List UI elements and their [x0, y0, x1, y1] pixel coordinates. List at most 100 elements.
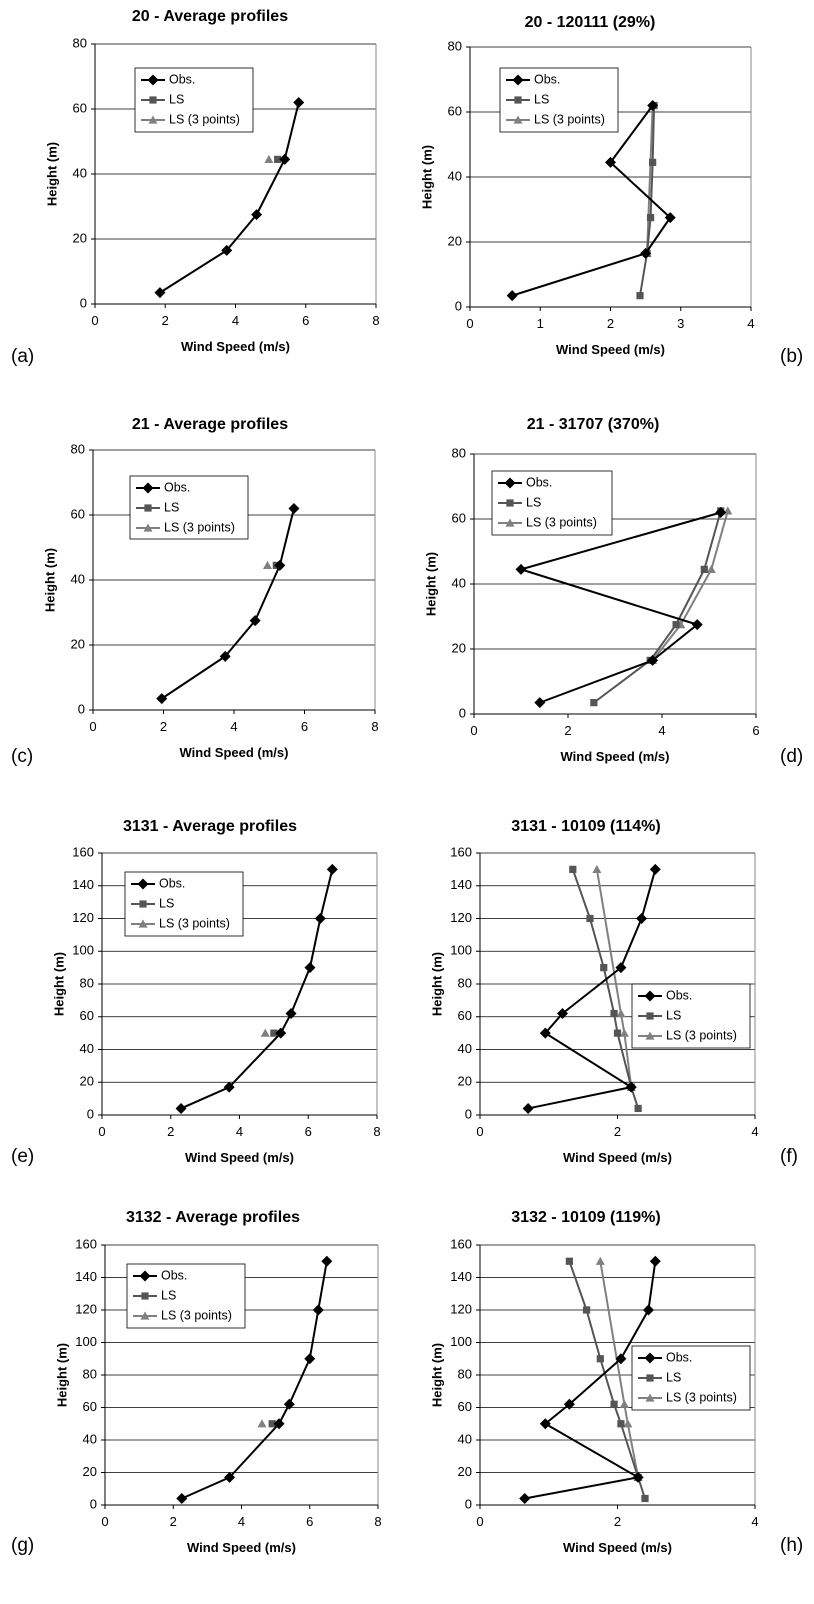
data-point	[592, 864, 602, 873]
data-point	[640, 247, 652, 259]
legend: Obs. LS LS (3 points)	[631, 983, 751, 1049]
data-point	[539, 1418, 551, 1430]
legend-marker	[138, 919, 148, 928]
panel-letter: (c)	[11, 746, 33, 767]
x-tick-label: 8	[372, 313, 379, 328]
data-point	[634, 1104, 642, 1113]
y-tick-label: 80	[80, 975, 94, 990]
y-tick-label: 140	[450, 1269, 472, 1284]
legend-marker	[140, 1311, 150, 1320]
y-tick-label: 0	[455, 298, 462, 313]
data-point	[285, 1007, 297, 1019]
x-tick-label: 2	[170, 1514, 177, 1529]
series	[176, 1255, 333, 1504]
data-point	[617, 1420, 625, 1428]
y-axis-label: Height (m)	[419, 145, 434, 209]
y-axis-label: Height (m)	[429, 1343, 444, 1407]
data-point	[257, 1419, 267, 1428]
chart-title: 3132 - Average profiles	[126, 1209, 300, 1226]
data-point	[646, 214, 655, 222]
x-tick-label: 6	[305, 1124, 312, 1139]
y-tick-label: 60	[458, 1008, 472, 1023]
x-tick-label: 0	[91, 313, 98, 328]
y-tick-label: 40	[71, 571, 85, 586]
series	[592, 864, 636, 1091]
legend: Obs. LS LS (3 points)	[124, 871, 244, 937]
x-tick-label: 4	[751, 1514, 758, 1529]
x-tick-label: 4	[230, 719, 237, 734]
y-tick-label: 20	[452, 640, 466, 655]
y-tick-label: 20	[83, 1464, 97, 1479]
y-tick-label: 100	[72, 943, 94, 958]
legend-label: Obs.	[666, 1350, 692, 1364]
legend-marker	[646, 1374, 654, 1382]
y-tick-label: 140	[75, 1269, 97, 1284]
series-line	[571, 869, 640, 1109]
data-point	[565, 1257, 573, 1265]
data-point	[275, 1027, 287, 1039]
series	[268, 1420, 276, 1428]
legend-marker	[139, 1270, 151, 1282]
data-point	[642, 1304, 654, 1316]
chart-panel: 3132 - 10109 (119%)020406080100120140160…	[429, 1209, 803, 1556]
data-point	[221, 244, 233, 256]
y-tick-label: 20	[448, 233, 462, 248]
legend-label: LS	[169, 92, 184, 106]
panel-letter: (e)	[11, 1146, 34, 1167]
data-point	[154, 287, 166, 299]
y-tick-label: 100	[75, 1334, 97, 1349]
data-point	[647, 654, 659, 666]
y-tick-label: 0	[465, 1106, 472, 1121]
x-axis-label: Wind Speed (m/s)	[187, 1540, 296, 1555]
data-point	[590, 699, 598, 707]
x-tick-label: 3	[677, 316, 684, 331]
data-point	[641, 1494, 649, 1503]
y-tick-label: 160	[450, 1236, 472, 1251]
data-point	[251, 209, 263, 221]
y-tick-label: 120	[72, 910, 94, 925]
legend-label: Obs.	[666, 988, 692, 1002]
data-point	[615, 962, 627, 974]
legend-label: LS (3 points)	[164, 520, 235, 534]
series-line	[595, 869, 633, 1088]
y-tick-label: 0	[87, 1106, 94, 1121]
x-tick-label: 4	[232, 313, 239, 328]
legend-marker	[646, 1012, 654, 1020]
legend-marker	[139, 900, 147, 908]
legend: Obs. LS LS (3 points)	[126, 1263, 246, 1329]
data-point	[600, 964, 608, 972]
data-point	[314, 913, 326, 924]
data-point	[649, 158, 657, 166]
panel-letter: (a)	[11, 346, 34, 367]
x-tick-label: 2	[607, 316, 614, 331]
series	[154, 97, 305, 299]
data-point	[569, 865, 577, 873]
data-point	[647, 100, 659, 111]
y-tick-label: 160	[72, 844, 94, 859]
chart-panel: 3131 - 10109 (114%)020406080100120140160…	[429, 818, 798, 1167]
data-point	[610, 1400, 618, 1408]
data-point	[649, 863, 661, 875]
data-point	[700, 565, 708, 573]
series	[522, 863, 661, 1114]
legend-label: LS (3 points)	[666, 1390, 737, 1404]
x-tick-label: 6	[301, 719, 308, 734]
legend-label: LS (3 points)	[161, 1308, 232, 1322]
data-point	[557, 1007, 568, 1019]
x-axis-label: Wind Speed (m/s)	[563, 1540, 672, 1555]
legend-label: Obs.	[526, 475, 552, 489]
panel-letter: (f)	[780, 1146, 798, 1167]
data-point	[506, 290, 518, 302]
chart-title: 20 - 120111 (29%)	[525, 14, 656, 31]
data-point	[534, 697, 546, 709]
y-tick-label: 60	[71, 506, 85, 521]
legend-label: LS	[666, 1370, 681, 1384]
series-line	[651, 510, 729, 661]
legend-marker	[148, 115, 158, 124]
legend-label: Obs.	[169, 72, 195, 86]
y-tick-label: 40	[448, 168, 462, 183]
x-tick-label: 2	[614, 1124, 621, 1139]
data-point	[515, 563, 527, 575]
data-point	[321, 1255, 333, 1267]
series	[270, 1029, 278, 1037]
